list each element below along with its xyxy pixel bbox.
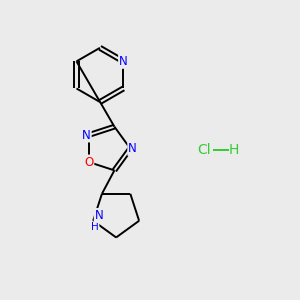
Text: Cl: Cl xyxy=(198,143,211,157)
Text: N: N xyxy=(119,55,128,68)
Text: H: H xyxy=(91,222,98,232)
Text: N: N xyxy=(82,128,91,142)
Text: N: N xyxy=(95,209,103,222)
Text: N: N xyxy=(128,142,137,155)
Text: H: H xyxy=(229,143,239,157)
Text: O: O xyxy=(84,155,93,169)
